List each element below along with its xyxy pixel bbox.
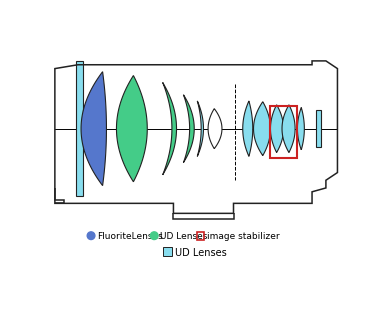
Polygon shape [208,109,222,149]
Circle shape [151,232,158,239]
Polygon shape [163,83,176,175]
Polygon shape [197,101,204,156]
Bar [316,110,321,147]
Polygon shape [282,105,295,152]
Text: FluoriteLenses: FluoriteLenses [97,232,163,241]
Bar [270,106,297,158]
Bar [163,247,172,256]
Text: UD Lenses: UD Lenses [175,248,227,258]
Text: image stabilizer: image stabilizer [207,232,279,241]
Bar [76,61,83,196]
Polygon shape [81,72,107,186]
Polygon shape [254,102,270,156]
Text: UD Lenses: UD Lenses [160,232,208,241]
Polygon shape [117,76,147,182]
Polygon shape [243,101,253,156]
Bar [197,232,204,239]
Polygon shape [298,107,304,150]
Polygon shape [183,95,194,163]
Circle shape [87,232,95,239]
Polygon shape [270,105,283,152]
